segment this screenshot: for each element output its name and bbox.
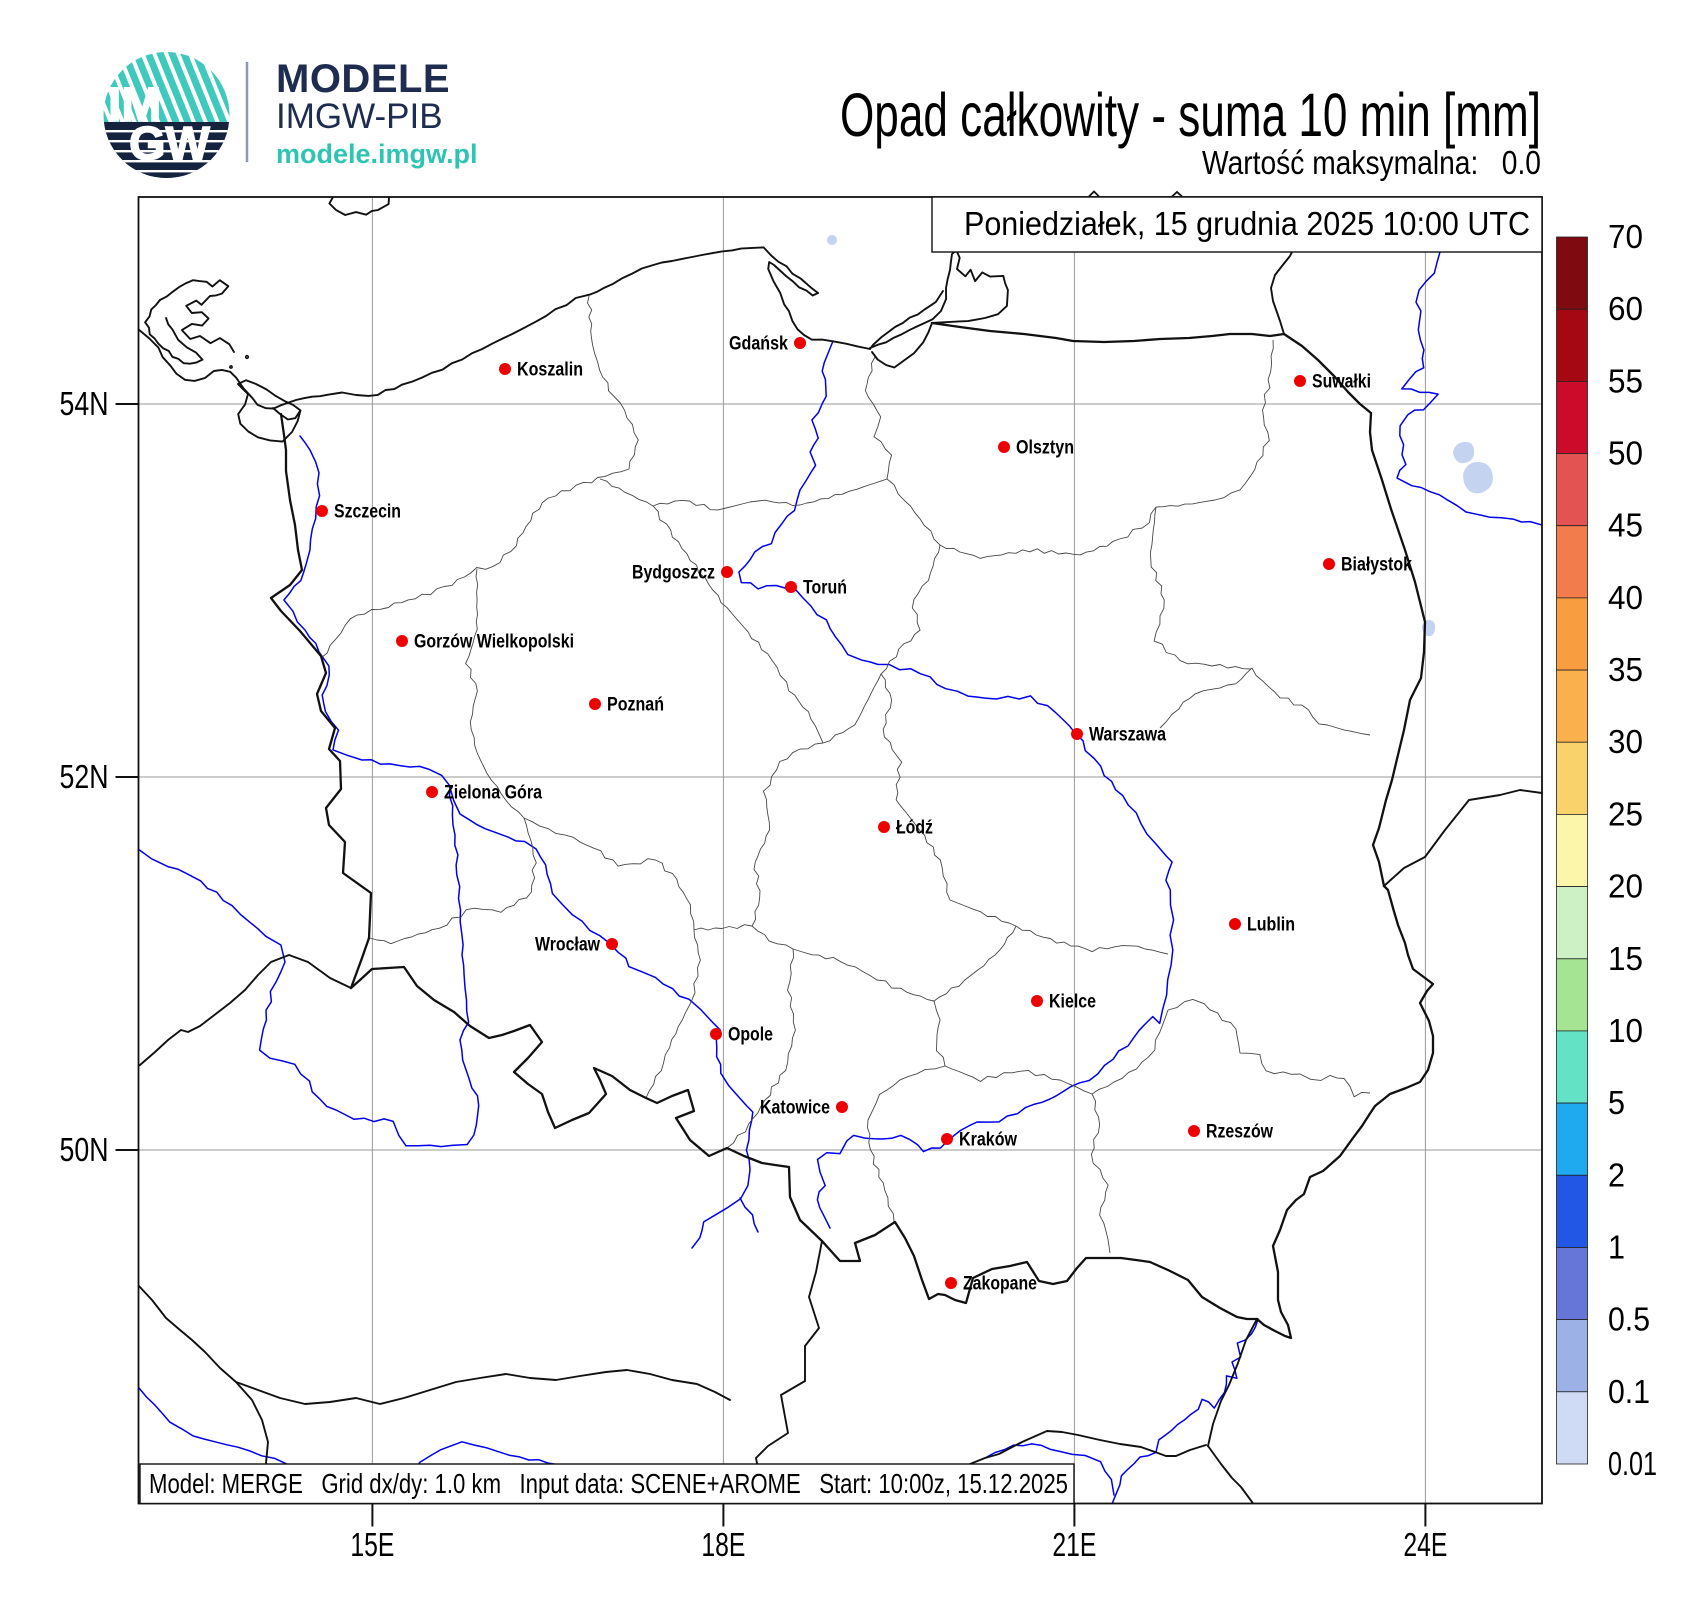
svg-text:Poznań: Poznań (607, 695, 664, 716)
svg-text:18E: 18E (701, 1526, 745, 1563)
svg-text:21E: 21E (1052, 1526, 1096, 1563)
svg-text:modele.imgw.pl: modele.imgw.pl (276, 139, 478, 169)
svg-text:50N: 50N (60, 1131, 109, 1168)
svg-text:24E: 24E (1403, 1526, 1447, 1563)
svg-text:45: 45 (1608, 507, 1643, 544)
svg-text:35: 35 (1608, 651, 1643, 688)
svg-text:20: 20 (1608, 868, 1643, 905)
svg-text:Kielce: Kielce (1049, 992, 1096, 1013)
svg-text:Model: MERGE Grid dx/dy: 1.0: Model: MERGE Grid dx/dy: 1.0 km Input da… (149, 1468, 1068, 1499)
svg-text:IMGW-PIB: IMGW-PIB (276, 97, 443, 136)
svg-text:Bydgoszcz: Bydgoszcz (632, 563, 715, 584)
svg-text:55: 55 (1608, 362, 1643, 399)
svg-text:30: 30 (1608, 723, 1643, 760)
svg-text:40: 40 (1608, 579, 1643, 616)
svg-text:Kraków: Kraków (959, 1130, 1017, 1151)
svg-text:0.1: 0.1 (1608, 1373, 1650, 1410)
svg-text:Gorzów Wielkopolski: Gorzów Wielkopolski (414, 632, 574, 653)
svg-text:Białystok: Białystok (1341, 555, 1412, 576)
svg-text:54N: 54N (60, 385, 109, 422)
svg-text:15: 15 (1608, 940, 1643, 977)
svg-text:Koszalin: Koszalin (517, 360, 583, 381)
svg-text:Wrocław: Wrocław (535, 935, 600, 956)
svg-text:5: 5 (1608, 1084, 1625, 1121)
svg-text:Poniedziałek, 15 grudnia 2025: Poniedziałek, 15 grudnia 2025 10:00 UTC (964, 205, 1530, 242)
svg-text:0.01: 0.01 (1608, 1445, 1657, 1482)
svg-text:0.5: 0.5 (1608, 1301, 1650, 1338)
svg-text:Olsztyn: Olsztyn (1016, 438, 1074, 459)
svg-text:Łódź: Łódź (896, 818, 933, 839)
svg-text:1: 1 (1608, 1229, 1625, 1266)
svg-text:Katowice: Katowice (760, 1098, 830, 1119)
svg-text:15E: 15E (350, 1526, 394, 1563)
svg-text:Zielona Góra: Zielona Góra (444, 783, 542, 804)
svg-text:GW: GW (129, 117, 211, 170)
svg-text:Zakopane: Zakopane (963, 1274, 1037, 1295)
svg-text:Opole: Opole (728, 1025, 773, 1046)
svg-text:MODELE: MODELE (276, 57, 450, 101)
svg-text:2: 2 (1608, 1156, 1625, 1193)
svg-text:Toruń: Toruń (803, 578, 847, 599)
svg-text:Wartość maksymalna: 0.0: Wartość maksymalna: 0.0 (1202, 144, 1541, 181)
svg-text:Opad całkowity - suma 10 min [: Opad całkowity - suma 10 min [mm] (840, 81, 1541, 149)
svg-text:IM: IM (108, 79, 161, 132)
svg-text:25: 25 (1608, 795, 1643, 832)
svg-text:52N: 52N (60, 758, 109, 795)
svg-text:70: 70 (1608, 218, 1643, 255)
svg-text:10: 10 (1608, 1012, 1643, 1049)
svg-text:Szczecin: Szczecin (334, 502, 401, 523)
svg-text:Lublin: Lublin (1247, 915, 1295, 936)
svg-text:Suwałki: Suwałki (1312, 372, 1371, 393)
svg-text:Warszawa: Warszawa (1089, 725, 1166, 746)
svg-text:Rzeszów: Rzeszów (1206, 1122, 1273, 1143)
svg-text:Gdańsk: Gdańsk (729, 334, 788, 355)
svg-text:50: 50 (1608, 435, 1643, 472)
svg-text:60: 60 (1608, 290, 1643, 327)
